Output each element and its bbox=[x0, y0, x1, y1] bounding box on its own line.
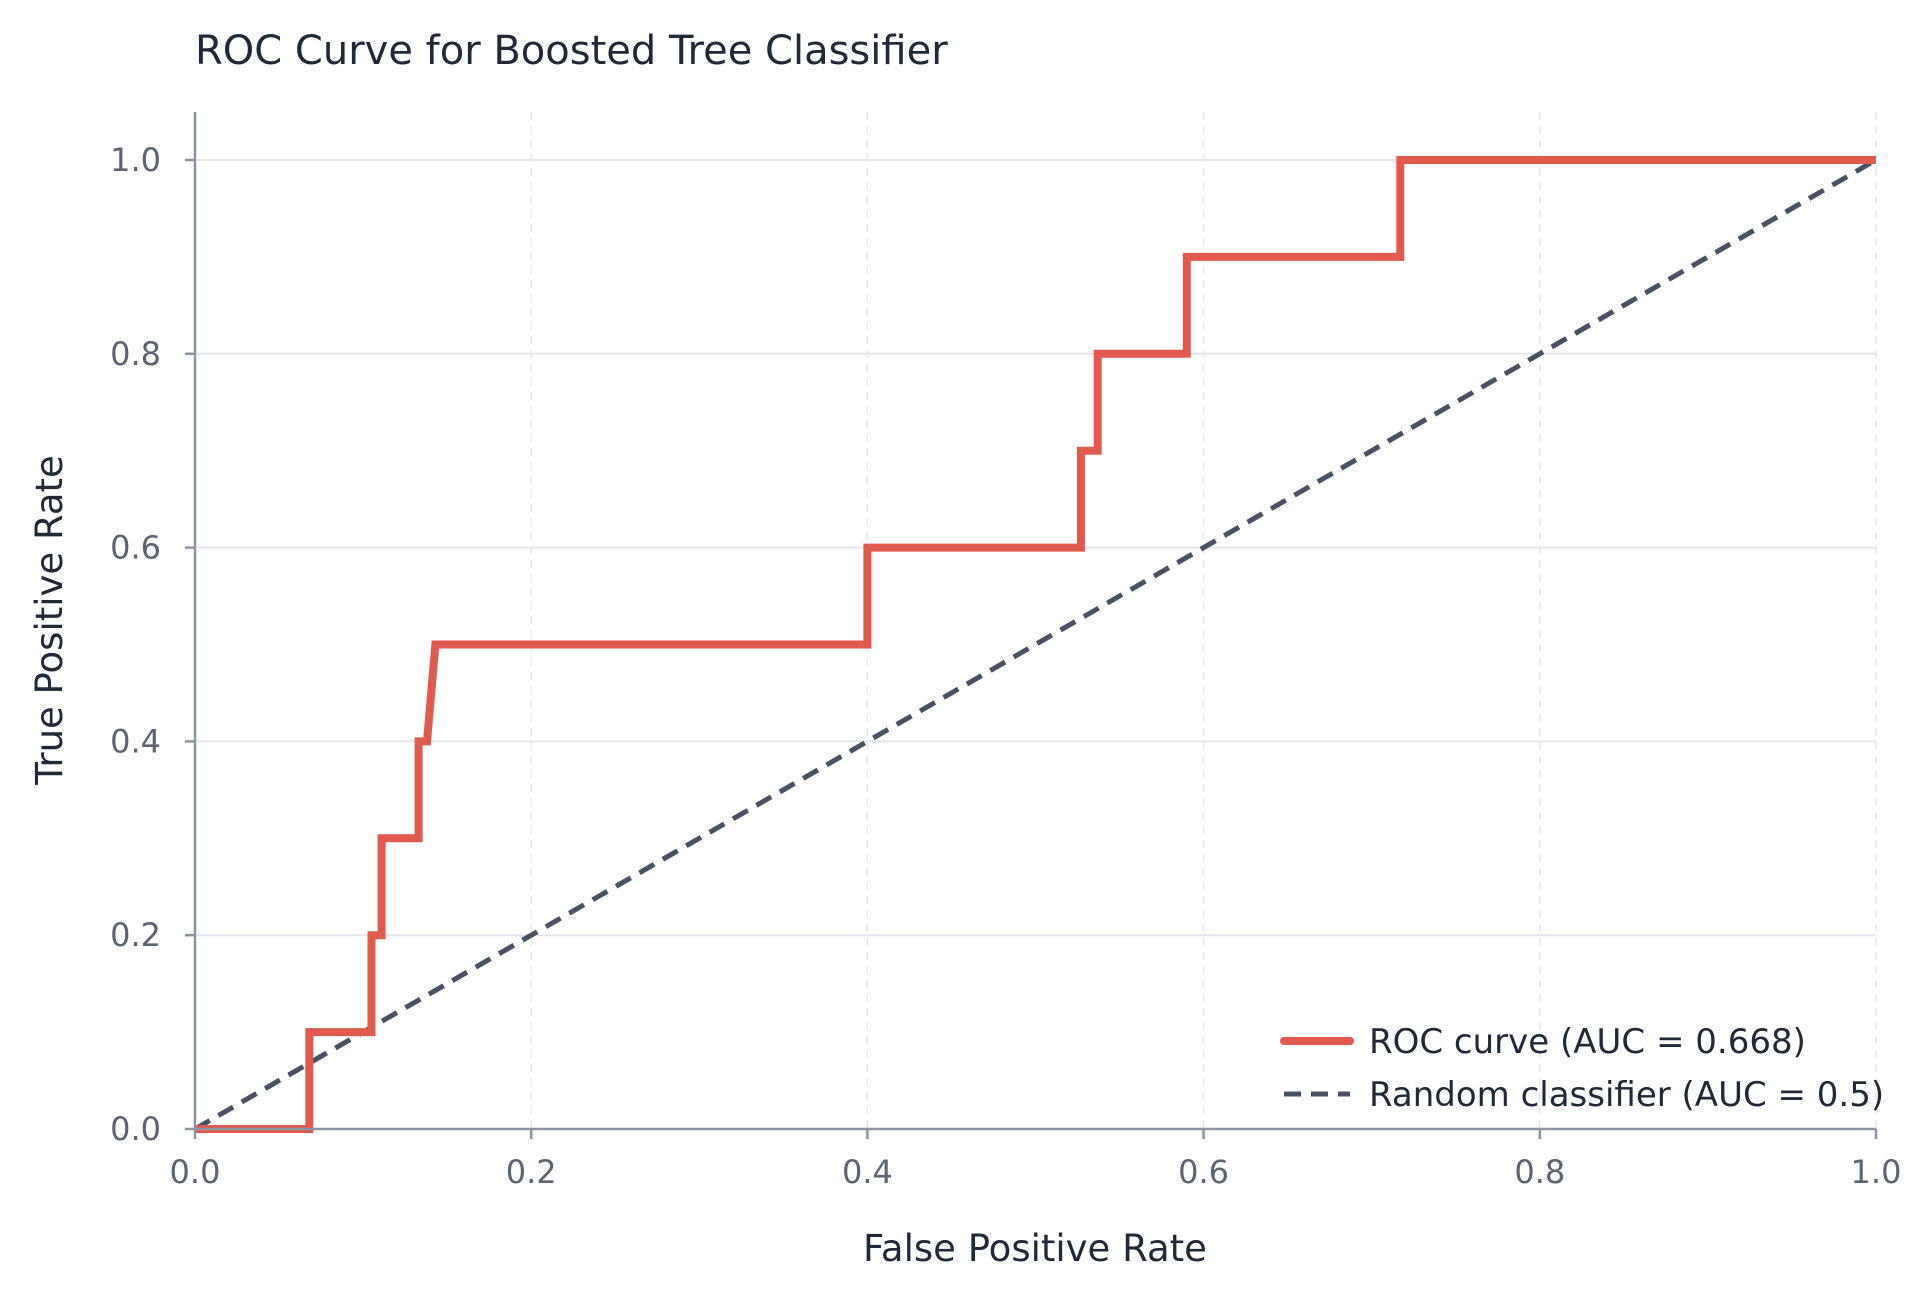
y-tick-label: 0.8 bbox=[110, 335, 161, 373]
y-tick-label: 1.0 bbox=[110, 141, 161, 179]
y-tick-layer: 0.0 0.2 0.4 0.6 0.8 1.0 bbox=[110, 141, 195, 1148]
roc-curve-line bbox=[195, 156, 1876, 1133]
x-tick-label: 0.4 bbox=[842, 1153, 893, 1191]
legend-roc-label: ROC curve (AUC = 0.668) bbox=[1369, 1022, 1806, 1062]
x-tick-label: 0.6 bbox=[1178, 1153, 1229, 1191]
x-tick-label: 0.2 bbox=[506, 1153, 557, 1191]
y-tick-label: 0.6 bbox=[110, 529, 161, 567]
x-tick-label: 1.0 bbox=[1851, 1153, 1902, 1191]
legend-random-label: Random classifier (AUC = 0.5) bbox=[1369, 1075, 1884, 1115]
legend: ROC curve (AUC = 0.668) Random classifie… bbox=[1280, 1022, 1884, 1115]
chart-title: ROC Curve for Boosted Tree Classifier bbox=[195, 28, 948, 74]
x-tick-label: 0.8 bbox=[1514, 1153, 1565, 1191]
x-axis-label: False Positive Rate bbox=[863, 1227, 1207, 1270]
grid-lines bbox=[195, 112, 1877, 1129]
y-tick-label: 0.4 bbox=[110, 722, 161, 760]
x-tick-layer: 0.0 0.2 0.4 0.6 0.8 1.0 bbox=[170, 1129, 1902, 1191]
y-axis-label: True Positive Rate bbox=[28, 455, 71, 786]
y-tick-label: 0.0 bbox=[110, 1110, 161, 1148]
y-tick-label: 0.2 bbox=[110, 916, 161, 954]
x-tick-label: 0.0 bbox=[170, 1153, 221, 1191]
series-layer bbox=[193, 156, 1878, 1133]
